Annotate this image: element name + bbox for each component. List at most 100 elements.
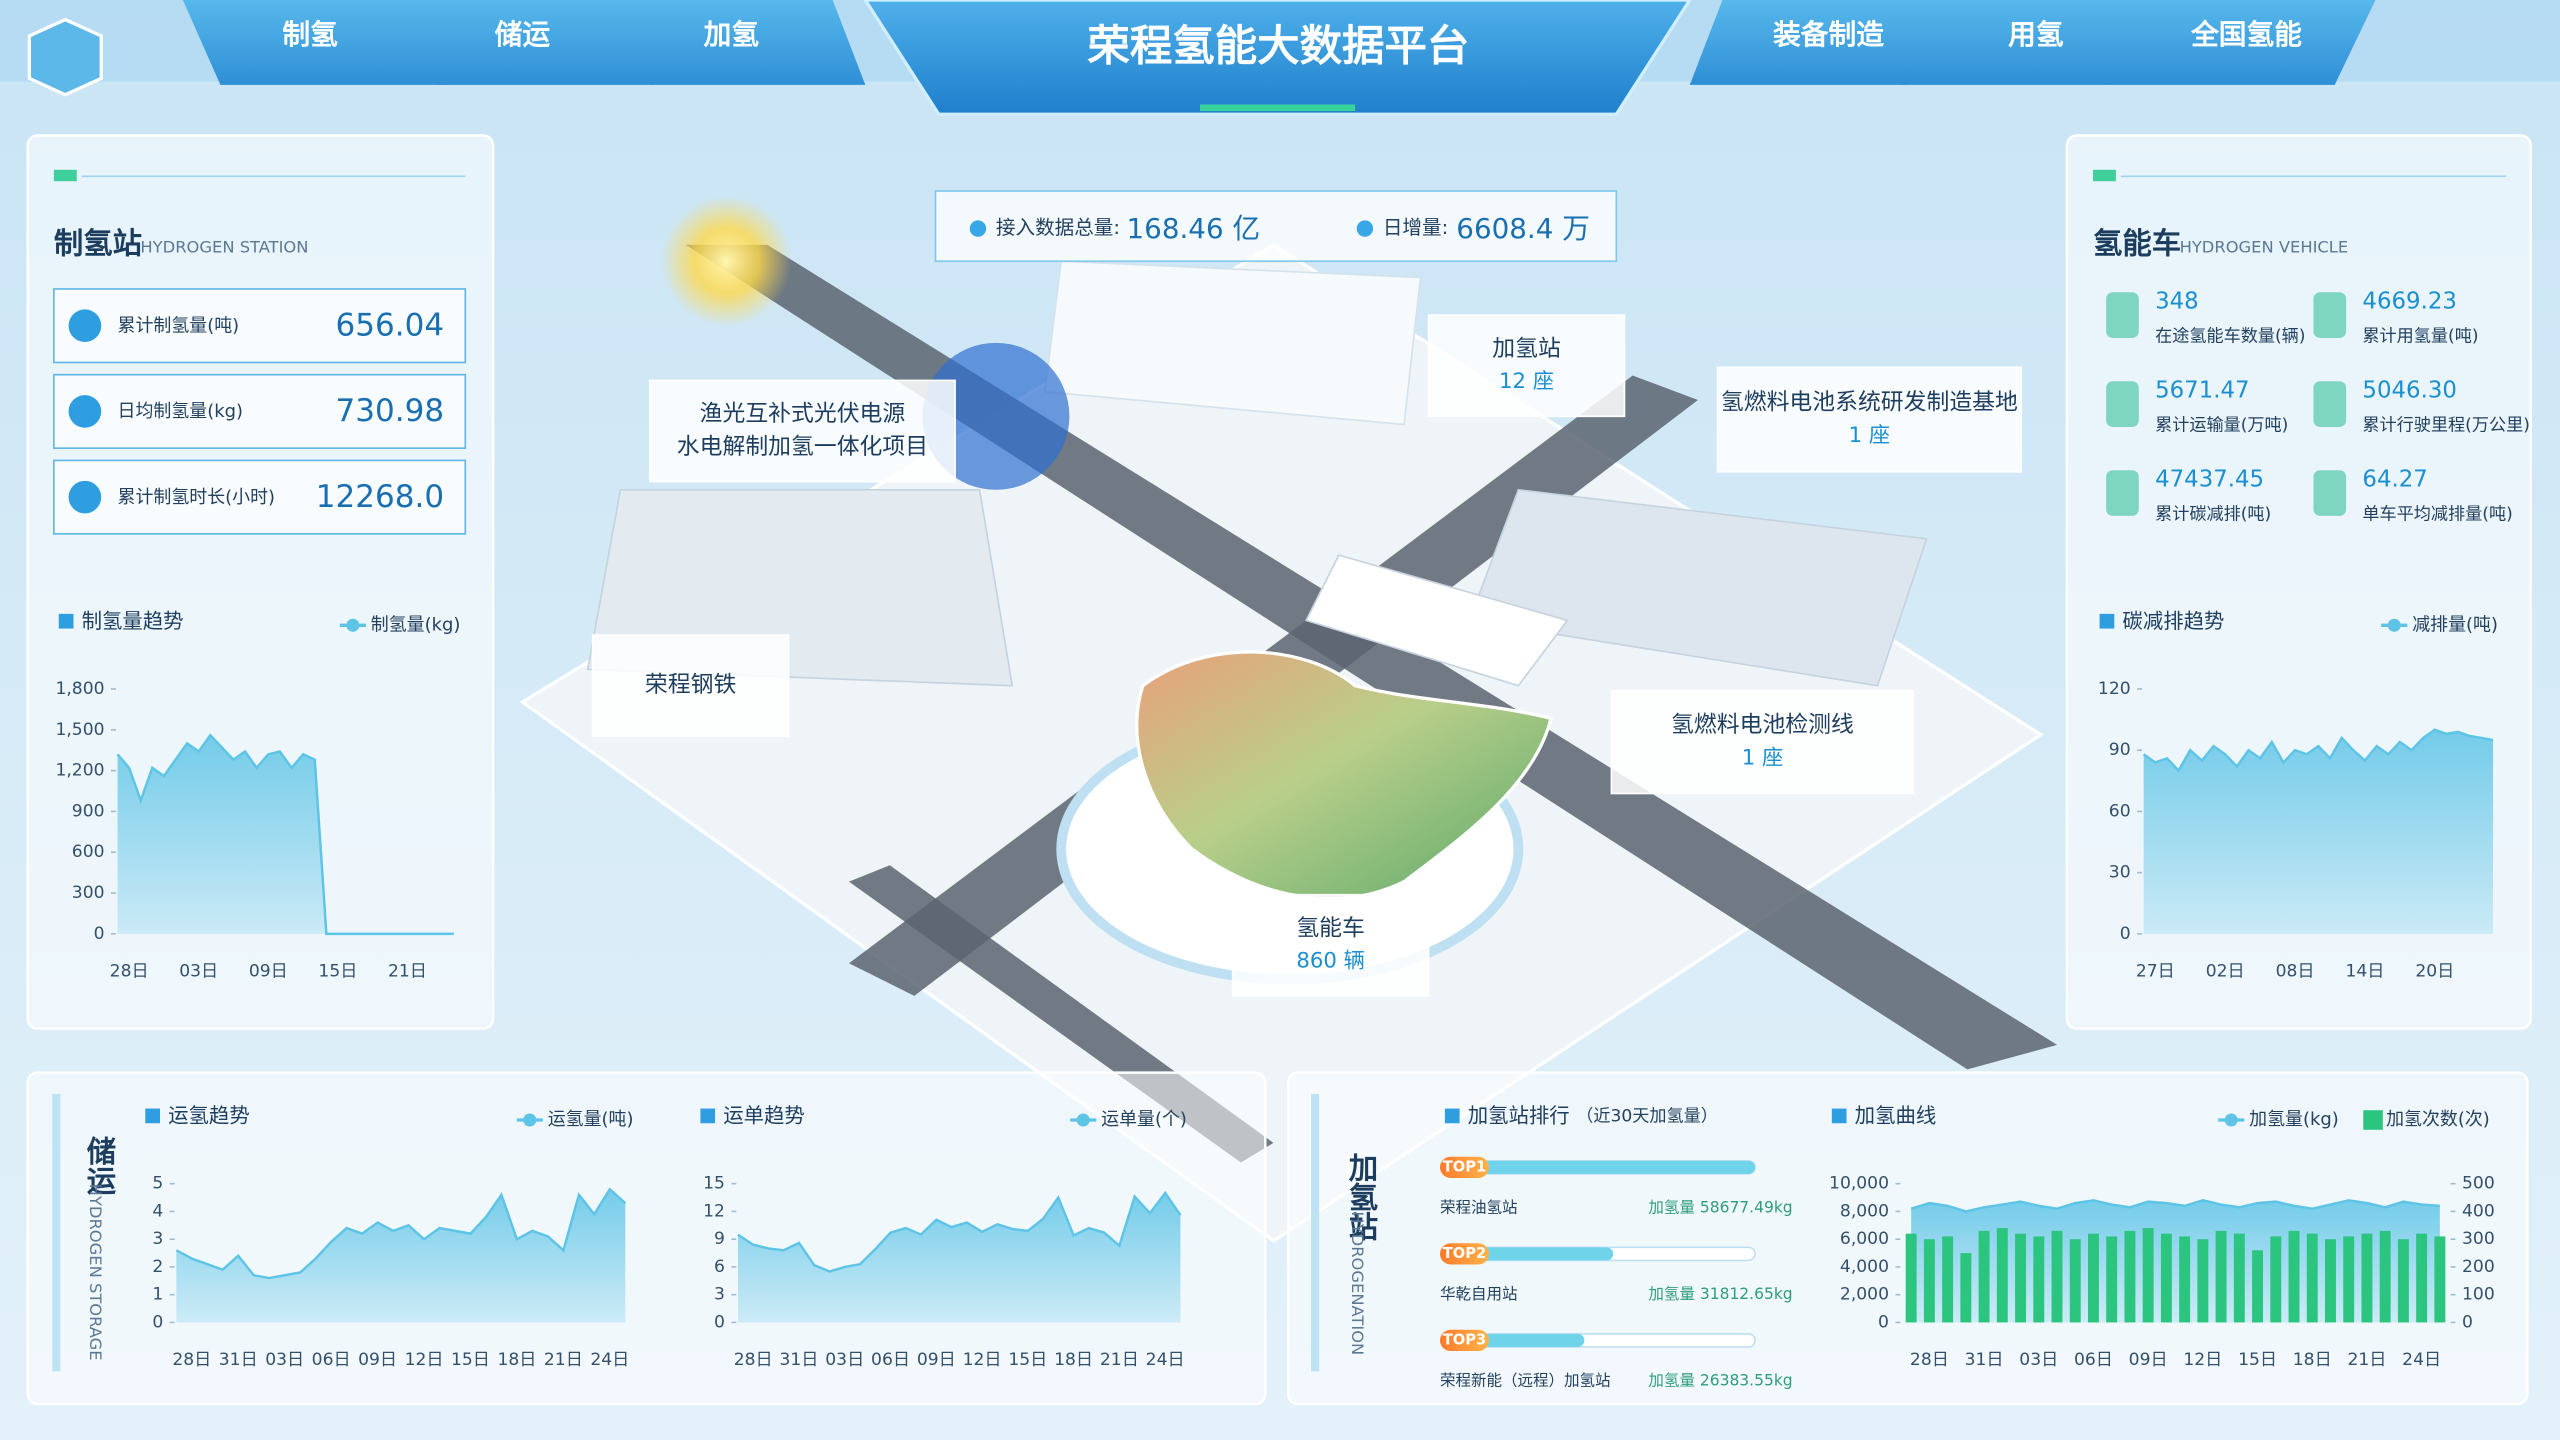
x-tick-label: 31日 xyxy=(219,1350,258,1370)
sun xyxy=(661,195,792,327)
x-tick-label: 28日 xyxy=(734,1350,773,1370)
x-tick-label: 15日 xyxy=(451,1350,490,1370)
panel-deco xyxy=(2093,169,2116,182)
chart-title: 运氢趋势 xyxy=(168,1104,250,1128)
y-tick-label: 0 xyxy=(714,1312,725,1332)
value-label: 加氢量 58677.49kg xyxy=(1648,1199,1792,1217)
y-tick-label: 6 xyxy=(714,1257,725,1277)
nav-item[interactable]: 储运 xyxy=(495,18,551,51)
title-marker xyxy=(58,613,74,629)
x-tick-label: 09日 xyxy=(358,1350,397,1370)
bar xyxy=(2124,1230,2136,1323)
line xyxy=(175,1187,627,1280)
line xyxy=(1910,1199,2440,1213)
y-tick-label: 300 xyxy=(2462,1229,2495,1249)
nav-item[interactable]: 制氢 xyxy=(282,18,338,51)
bar xyxy=(2179,1236,2191,1323)
chart-title: 碳减排趋势 xyxy=(2122,609,2224,633)
y-tick-label: 0 xyxy=(2462,1312,2473,1332)
x-tick-label: 28日 xyxy=(172,1350,211,1370)
area-fill xyxy=(176,1189,626,1323)
nav-item[interactable]: 用氢 xyxy=(2008,18,2064,51)
y-tick-label: 500 xyxy=(2462,1174,2495,1194)
x-tick-label: 15日 xyxy=(1008,1350,1047,1370)
bar xyxy=(2397,1239,2409,1323)
kpi-label: 单车平均减排量(吨) xyxy=(2362,504,2512,524)
kpi-value: 64.27 xyxy=(2362,466,2427,492)
panel-subtitle: HYDROGENATION xyxy=(1348,1211,1367,1355)
x-tick-label: 31日 xyxy=(1965,1350,2004,1370)
y-tick-label: 30 xyxy=(2109,863,2131,883)
bar xyxy=(2252,1250,2264,1323)
x-tick-label: 18日 xyxy=(497,1350,536,1370)
legend-marker xyxy=(2224,1113,2238,1127)
y-tick-label: 0 xyxy=(1878,1312,1889,1332)
map-label: 加氢站 xyxy=(1492,336,1561,362)
bar xyxy=(2088,1233,2099,1323)
panel-subtitle: HYDROGEN STORAGE xyxy=(86,1184,105,1361)
x-tick-label: 06日 xyxy=(871,1350,910,1370)
y-tick-label: 200 xyxy=(2462,1257,2495,1277)
legend-label: 制氢量(kg) xyxy=(371,614,461,635)
bar xyxy=(2197,1239,2209,1323)
nav-item[interactable]: 全国氢能 xyxy=(2190,18,2302,51)
y-tick-label: 3 xyxy=(152,1229,163,1249)
legend-marker xyxy=(523,1113,537,1127)
x-tick-label: 27日 xyxy=(2136,961,2175,981)
map-label-box xyxy=(1610,689,1915,795)
nav-item[interactable]: 加氢 xyxy=(704,18,760,51)
x-tick-label: 12日 xyxy=(963,1350,1002,1370)
building xyxy=(1043,260,1422,426)
stats-total-label: 接入数据总量: xyxy=(996,216,1120,239)
x-tick-label: 28日 xyxy=(110,961,149,981)
rank-badge xyxy=(1440,1329,1489,1352)
kpi-icon xyxy=(68,480,102,514)
bar xyxy=(1905,1233,1917,1323)
x-tick-label: 09日 xyxy=(249,961,288,981)
area-fill xyxy=(117,735,454,934)
panel-title: 制氢站 xyxy=(54,226,142,260)
nav-item[interactable]: 装备制造 xyxy=(1773,18,1884,51)
y-tick-label: 600 xyxy=(72,842,105,862)
x-tick-label: 15日 xyxy=(318,961,357,981)
header: 荣程氢能大数据平台 xyxy=(0,0,2560,116)
x-tick-label: 03日 xyxy=(825,1350,864,1370)
x-tick-label: 24日 xyxy=(1146,1350,1185,1370)
y-tick-label: 3 xyxy=(714,1285,725,1305)
factory xyxy=(1468,488,1928,687)
x-tick-label: 20日 xyxy=(2415,961,2454,981)
chart-title: 制氢量趋势 xyxy=(82,609,184,633)
panel-title: 氢能车 xyxy=(2093,226,2181,260)
x-tick-label: 14日 xyxy=(2345,961,2384,981)
map-label: 荣程钢铁 xyxy=(645,672,737,698)
kpi-icon xyxy=(2106,470,2139,516)
scene xyxy=(519,195,2058,1243)
bar xyxy=(2270,1236,2282,1323)
y-tick-label: 2 xyxy=(152,1257,163,1277)
bar xyxy=(2288,1230,2300,1323)
title-marker xyxy=(145,1108,160,1124)
map-label-value: 1 座 xyxy=(1849,423,1890,448)
panel-deco xyxy=(52,1093,61,1372)
station-name: 华乾自用站 xyxy=(1440,1285,1518,1303)
panel-deco xyxy=(1311,1093,1320,1372)
y-tick-label: 0 xyxy=(2120,924,2131,944)
y-tick-label: 4,000 xyxy=(1840,1257,1889,1277)
chart-title: 加氢站排行 xyxy=(1468,1104,1570,1128)
kpi-value: 5046.30 xyxy=(2362,378,2456,404)
bar xyxy=(2361,1233,2373,1323)
kpi-label: 在途氢能车数量(辆) xyxy=(2155,326,2305,346)
bar xyxy=(1996,1228,2008,1323)
kpi-value: 4669.23 xyxy=(2362,289,2456,315)
bar xyxy=(2069,1239,2081,1323)
map-label: 氢燃料电池检测线 xyxy=(1671,712,1854,738)
nav-tab xyxy=(2102,0,2376,85)
title-marker xyxy=(1831,1108,1847,1124)
x-tick-label: 21日 xyxy=(1100,1350,1139,1370)
x-tick-label: 06日 xyxy=(312,1350,351,1370)
map-label: 氢能车 xyxy=(1296,915,1365,941)
kpi-box xyxy=(53,459,467,535)
bar xyxy=(2215,1230,2227,1323)
x-tick-label: 12日 xyxy=(2183,1350,2222,1370)
bar xyxy=(1978,1230,1990,1323)
